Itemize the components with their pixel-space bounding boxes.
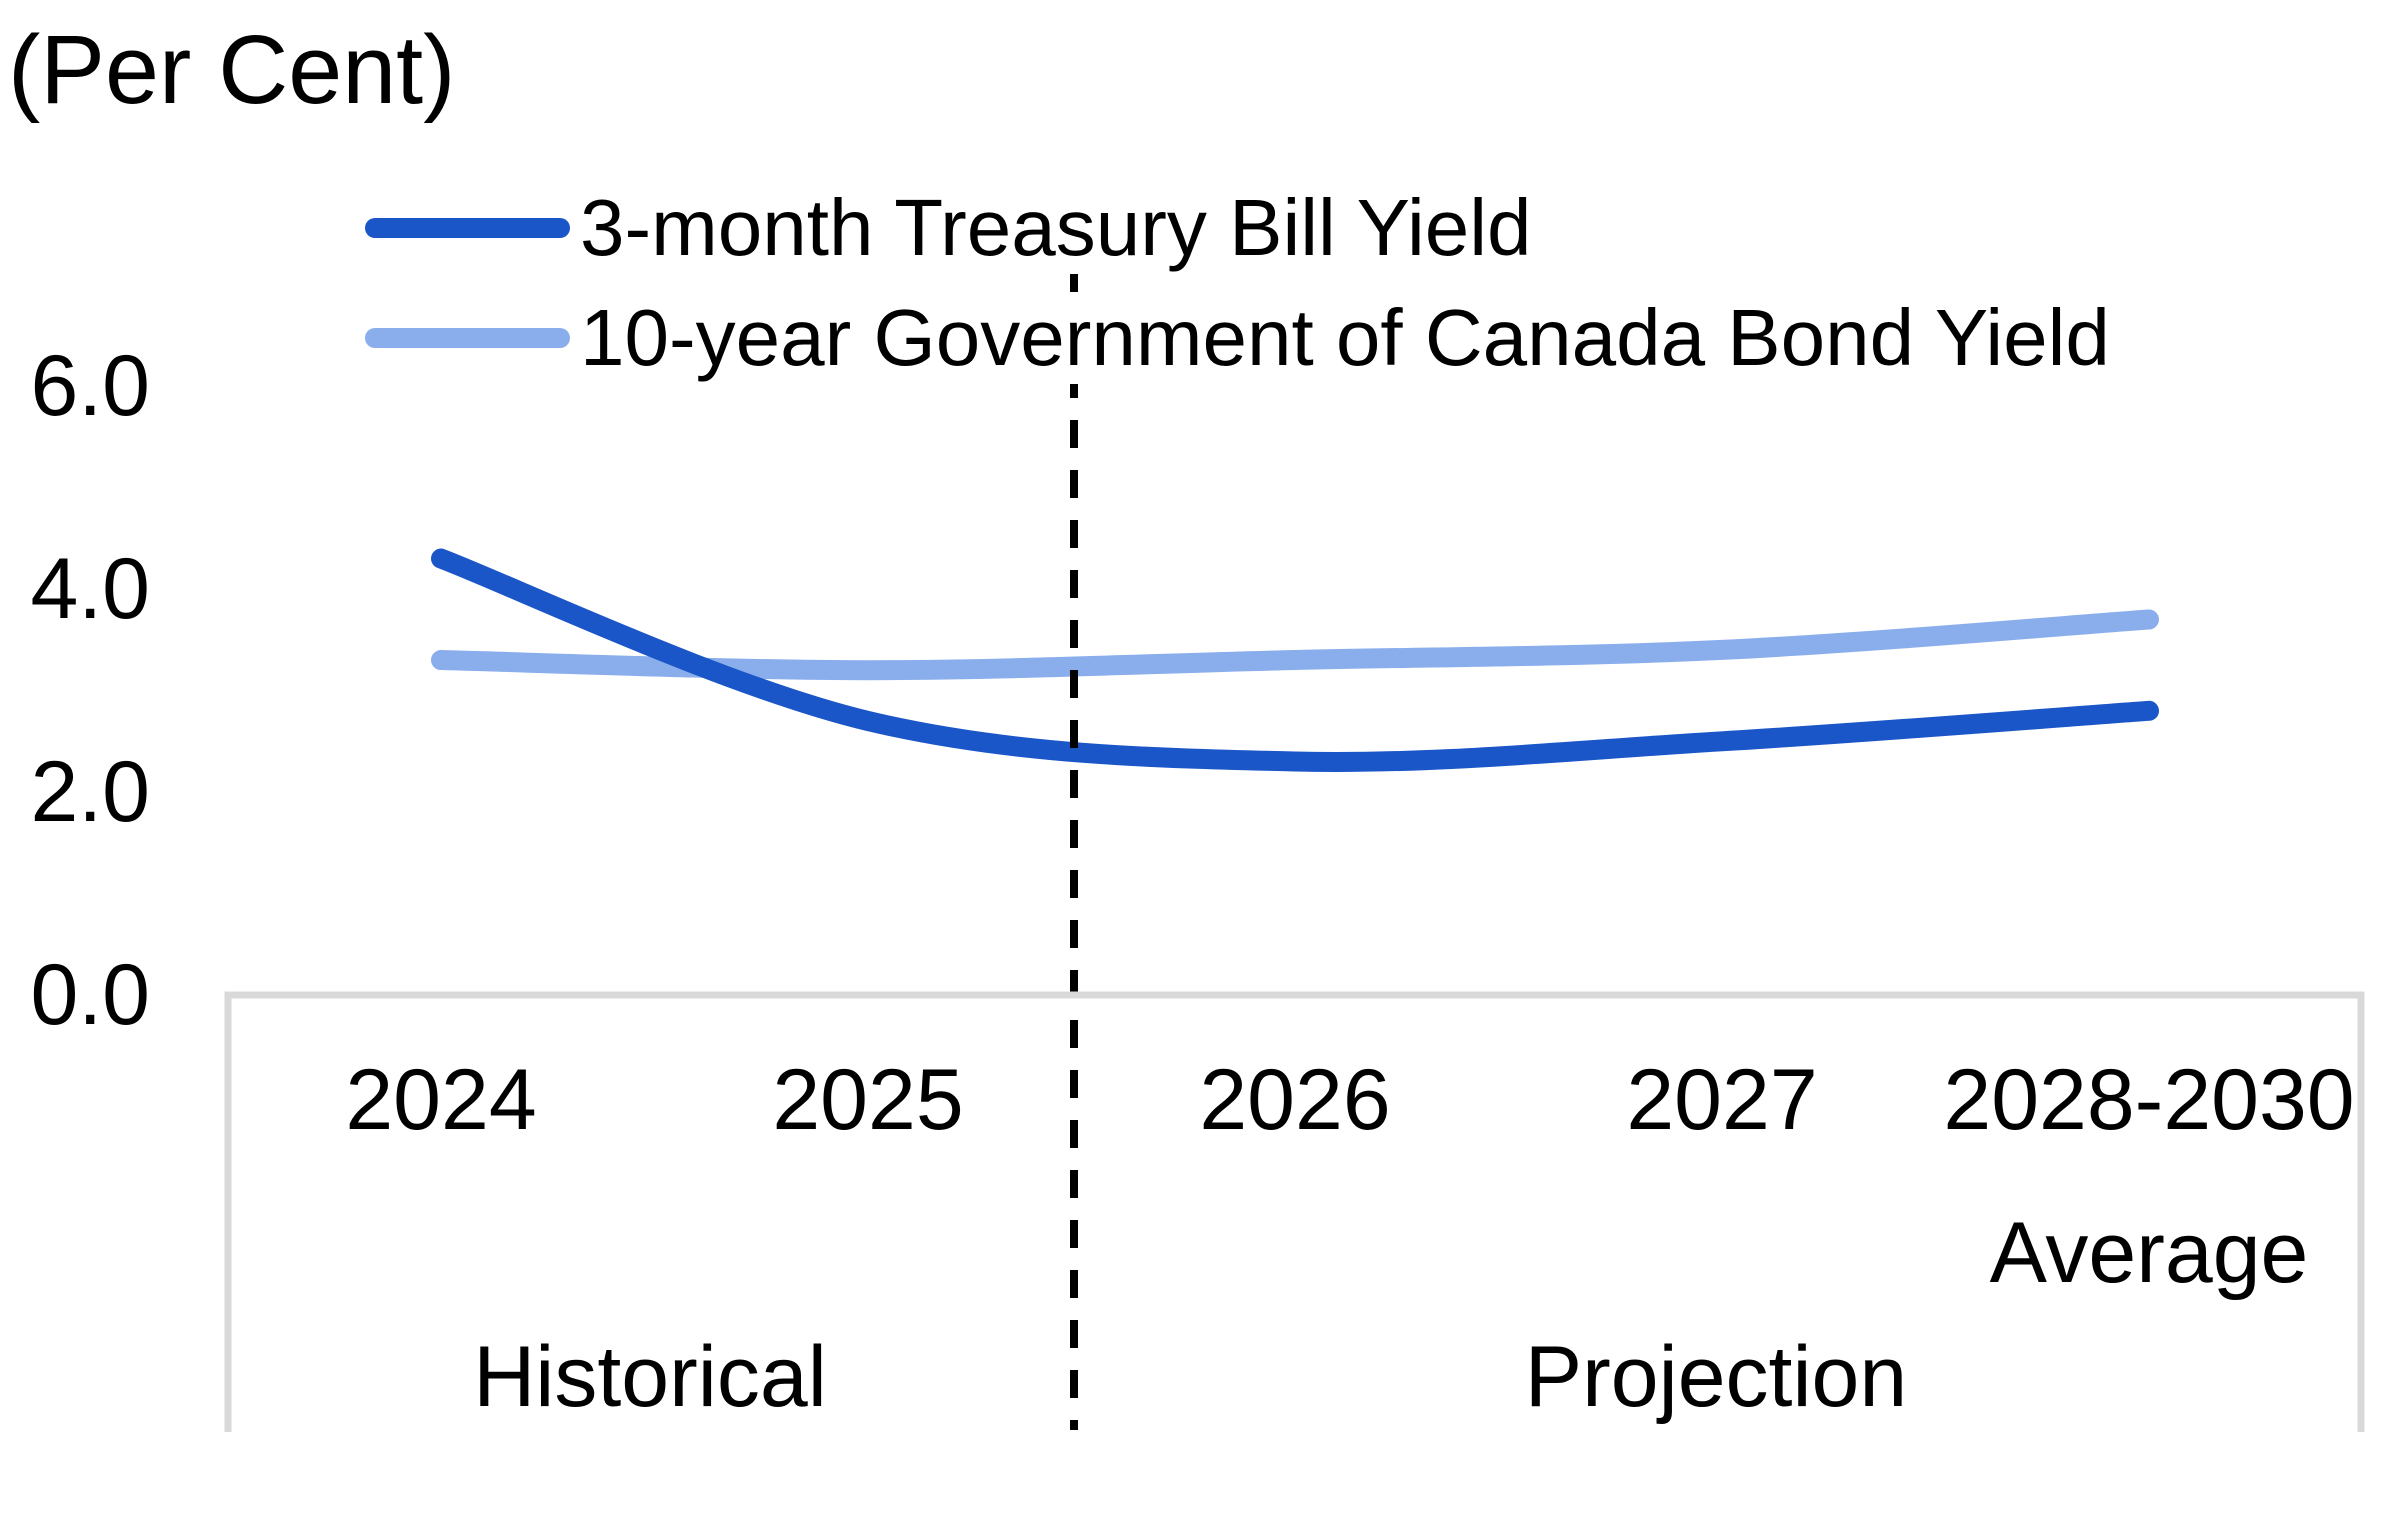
projection-region-label: Projection bbox=[1524, 1329, 1908, 1425]
xtick-2025: 2025 bbox=[772, 1052, 964, 1148]
xtick-2024: 2024 bbox=[345, 1052, 537, 1148]
historical-region-label: Historical bbox=[473, 1329, 827, 1425]
unit-label: (Per Cent) bbox=[8, 15, 456, 124]
legend-swatch-10-year-bond bbox=[365, 328, 570, 348]
line-3-month-tbill-yield bbox=[431, 548, 2159, 772]
ytick-0.0: 0.0 bbox=[30, 947, 150, 1043]
legend-label-3-month-tbill: 3-month Treasury Bill Yield bbox=[580, 182, 1532, 274]
ytick-4.0: 4.0 bbox=[30, 541, 150, 637]
legend-label-10-year-bond: 10-year Government of Canada Bond Yield bbox=[580, 292, 2110, 384]
axis-border bbox=[224, 991, 2365, 1432]
xtick-2026: 2026 bbox=[1199, 1052, 1391, 1148]
xtick-2027: 2027 bbox=[1626, 1052, 1818, 1148]
ytick-6.0: 6.0 bbox=[30, 338, 150, 434]
legend-swatch-3-month-tbill bbox=[365, 218, 570, 238]
ytick-2.0: 2.0 bbox=[30, 744, 150, 840]
xtick-average-note: Average bbox=[1989, 1205, 2309, 1301]
xtick-2028-2030: 2028-2030 bbox=[1943, 1052, 2355, 1148]
